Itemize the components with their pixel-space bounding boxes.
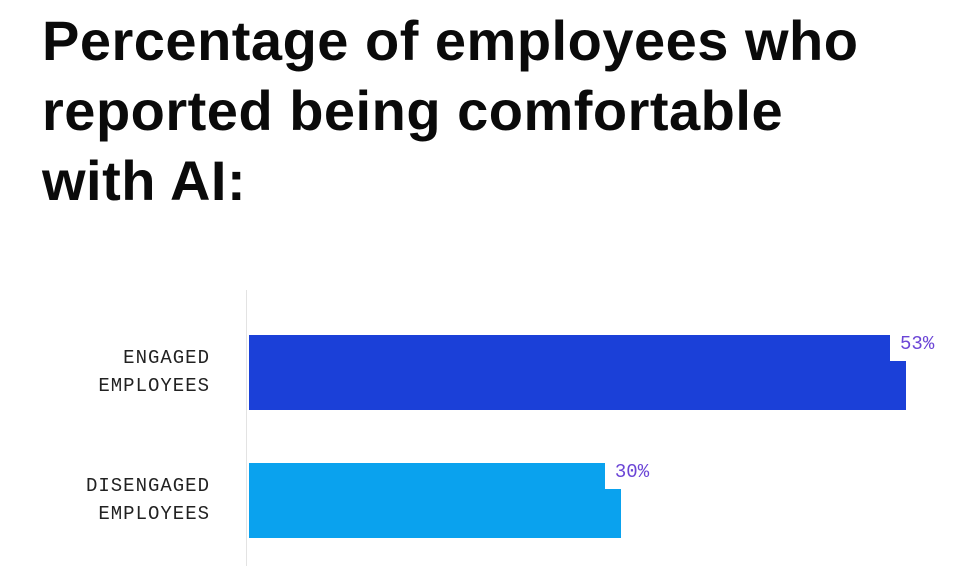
value-label: 30% (604, 459, 654, 489)
category-label: ENGAGED EMPLOYEES (98, 347, 210, 397)
axis-line (246, 290, 247, 566)
bar (249, 463, 621, 538)
bar (249, 335, 907, 410)
value-label: 53% (890, 331, 939, 361)
chart-title: Percentage of employees who reported bei… (42, 9, 859, 212)
category-label: DISENGAGED EMPLOYEES (85, 475, 210, 525)
